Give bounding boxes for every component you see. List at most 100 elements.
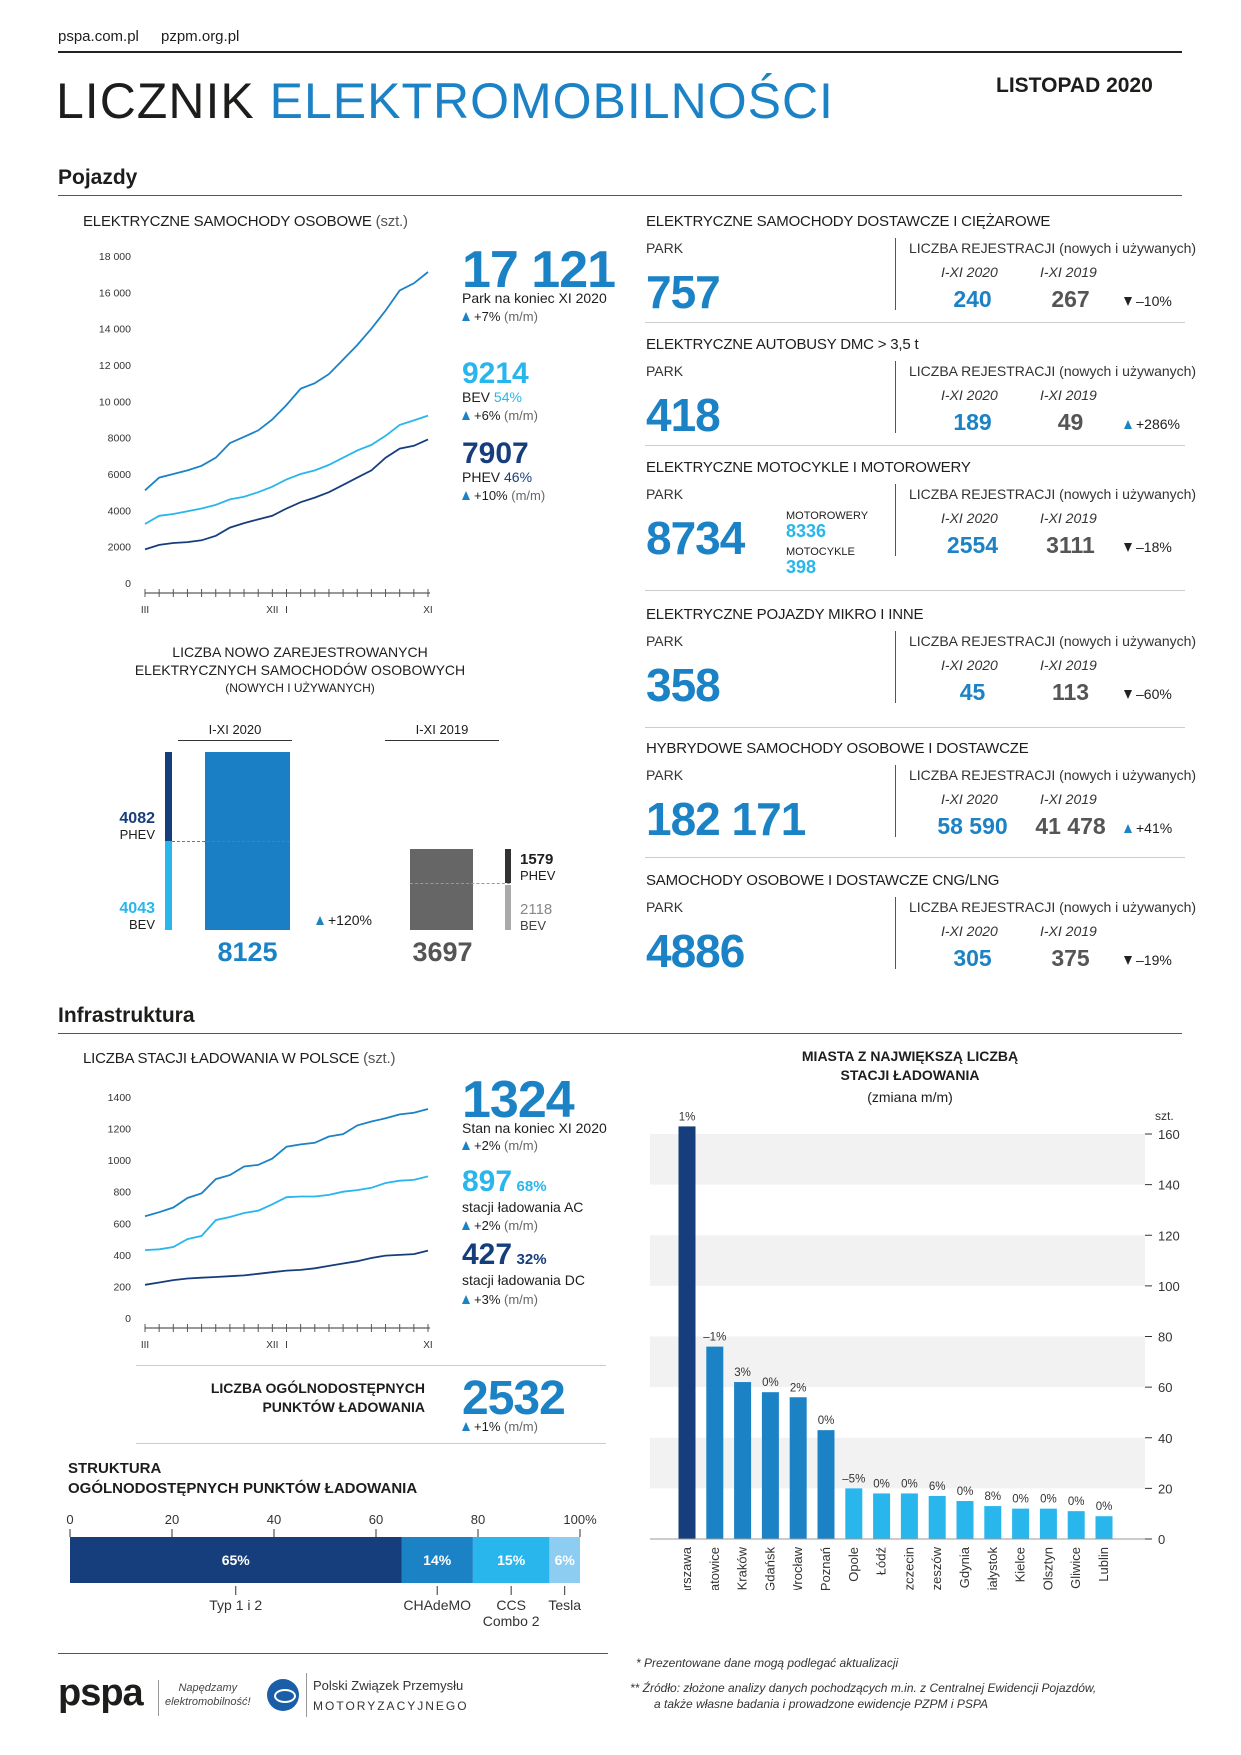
- reg-2019-value: 3111: [1046, 532, 1095, 558]
- down-arrow-icon: [1124, 956, 1132, 965]
- park-value: 4886: [646, 925, 745, 977]
- footnote-1: * Prezentowane dane mogą podlegać aktual…: [636, 1656, 899, 1670]
- reg-label: LICZBA REJESTRACJI (nowych i używanych): [909, 767, 1196, 783]
- points-divider-bottom: [136, 1443, 606, 1444]
- y-tick-label: 0: [125, 578, 131, 590]
- y-tick-label: 800: [113, 1187, 131, 1199]
- city-bar: [1039, 1508, 1057, 1539]
- city-label: Gliwice: [1068, 1547, 1083, 1589]
- x-tick-label: 100%: [563, 1512, 597, 1527]
- phev-2019-label: PHEV: [520, 868, 556, 883]
- band: [650, 1235, 1145, 1286]
- bev-2020-value: 4043: [119, 900, 155, 917]
- structure-bar-chart: 0 20 40 60 80 100% 65% 14% 15% 6% Typ 1 i 2 CHAdeMO…: [66, 1512, 597, 1629]
- city-label: Kraków: [735, 1546, 750, 1590]
- structure-segment: [401, 1537, 473, 1583]
- stations-total: 1324: [462, 1071, 575, 1129]
- points-divider-top: [136, 1365, 606, 1366]
- row-vline: [895, 484, 896, 556]
- stations-line-chart: 0200400600800100012001400IIIXIIIXI201920…: [108, 1092, 433, 1350]
- x-tick-label: XI: [423, 605, 432, 616]
- y-tick-label: 14 000: [99, 324, 131, 336]
- x-tick-label: XII: [266, 1340, 278, 1350]
- cars-total-change: +7% (m/m): [462, 309, 538, 324]
- section-infra: Infrastruktura: [58, 1004, 195, 1027]
- band: [650, 1134, 1145, 1185]
- phev-2019-value: 1579: [520, 851, 554, 868]
- section-vehicles: Pojazdy: [58, 166, 138, 189]
- sub2-value: 398: [786, 557, 817, 577]
- sub1-label: MOTOROWERY: [786, 510, 869, 522]
- bev-change: +6%: [474, 408, 501, 423]
- segment-label: 6%: [555, 1552, 576, 1568]
- cities-title-line2: STACJI ŁADOWANIA: [840, 1067, 980, 1083]
- city-bar: [900, 1493, 918, 1539]
- phev-label: PHEV: [462, 469, 501, 485]
- reg-2019-value: 41 478: [1035, 813, 1106, 839]
- park-label: PARK: [646, 899, 684, 915]
- row-divider: [645, 322, 1185, 323]
- cities-bar-chart: 0 20 40 60 80 100 120 140 160 szt. 1% Warszawa –1% Ka…: [650, 1109, 1180, 1590]
- mm-label: (m/m): [504, 1292, 538, 1307]
- period-2020: I-XI 2020: [941, 264, 998, 280]
- y-tick-label: 16 000: [99, 287, 131, 299]
- city-label: Łódź: [874, 1547, 889, 1575]
- points-title-line2: PUNKTÓW ŁADOWANIA: [262, 1399, 425, 1415]
- registrations-title-line2: ELEKTRYCZNYCH SAMOCHODÓW OSOBOWYCH: [134, 662, 466, 678]
- city-bar: [1095, 1516, 1113, 1539]
- stations-ac: 897 68%: [462, 1165, 547, 1199]
- up-arrow-icon: [462, 411, 470, 420]
- ac-share: 68%: [516, 1178, 547, 1195]
- structure-title: STRUKTURA OGÓLNODOSTĘPNYCH PUNKTÓW ŁADOW…: [68, 1459, 417, 1499]
- row-title: ELEKTRYCZNE AUTOBUSY DMC > 3,5 t: [646, 336, 919, 353]
- reg-change-value: –60%: [1136, 686, 1172, 702]
- cars-total-change-value: +7%: [474, 309, 501, 324]
- row-title-text: ELEKTRYCZNE MOTOCYKLE I MOTOROWERY: [646, 459, 971, 476]
- phev-2020-value: 4082: [119, 810, 155, 827]
- reg-change-value: –19%: [1136, 952, 1172, 968]
- stations-total-label: Stan na koniec XI 2020: [462, 1120, 607, 1136]
- period-2019-label: I-XI 2019: [415, 722, 469, 737]
- y-tick-label: 400: [113, 1250, 131, 1262]
- y-tick-label: 6000: [108, 469, 132, 481]
- footnote-2: ** Źródło: złożone analizy danych pochod…: [630, 1681, 1097, 1695]
- segment-label: 65%: [222, 1552, 251, 1568]
- y-tick-label: 200: [113, 1281, 131, 1293]
- park-value: 8734: [646, 512, 745, 564]
- points-title: LICZBA OGÓLNODOSTĘPNYCH PUNKTÓW ŁADOWANI…: [150, 1379, 425, 1417]
- up-arrow-icon: [462, 1422, 470, 1431]
- category-label: Combo 2: [483, 1613, 540, 1629]
- link-pspa[interactable]: pspa.com.pl: [58, 28, 139, 45]
- period-2019: I-XI 2019: [1040, 791, 1097, 807]
- y-tick-label: 100: [1158, 1279, 1180, 1294]
- reg-2019-value: 375: [1051, 945, 1090, 971]
- cars-total: 17 121: [462, 241, 616, 299]
- logo-divider: [158, 1680, 159, 1716]
- cities-title-line1: MIASTA Z NAJWIĘKSZĄ LICZBĄ: [801, 1048, 1019, 1064]
- period-2020: I-XI 2020: [941, 657, 998, 673]
- cars-line-chart: 0 2000 4000 6000 8000 10 000 12 000 14 000 16 00…: [99, 251, 433, 616]
- bar-label: 3%: [734, 1367, 751, 1379]
- bar-label: 0%: [1012, 1494, 1029, 1506]
- x-tick-label: 0: [66, 1512, 73, 1527]
- series-line: [144, 1175, 429, 1251]
- period-2019: I-XI 2019: [1040, 264, 1097, 280]
- city-label: Gdańsk: [762, 1547, 777, 1590]
- bar-split-2019: [410, 883, 510, 884]
- period-2019-line: [385, 740, 499, 741]
- cars-bev-change: +6% (m/m): [462, 408, 538, 423]
- points-title-line1: LICZBA OGÓLNODOSTĘPNYCH: [210, 1380, 425, 1396]
- cities-title: MIASTA Z NAJWIĘKSZĄ LICZBĄ STACJI ŁADOWA…: [760, 1047, 1060, 1107]
- reg-label: LICZBA REJESTRACJI (nowych i używanych): [909, 486, 1196, 502]
- row-title-text: ELEKTRYCZNE AUTOBUSY: [646, 336, 837, 353]
- city-label: Wrocław: [790, 1546, 805, 1590]
- total-2019: 3697: [412, 937, 473, 967]
- x-tick-label: I: [285, 1340, 288, 1350]
- city-bar: [734, 1382, 752, 1539]
- footnote-3: a także własne badania i prowadzone ewid…: [654, 1697, 988, 1711]
- x-tick-label: III: [141, 605, 149, 616]
- city-label: Olsztyn: [1040, 1547, 1055, 1590]
- y-tick-label: 18 000: [99, 251, 131, 263]
- city-label: Gdynia: [957, 1546, 972, 1588]
- link-pzpm[interactable]: pzpm.org.pl: [161, 28, 240, 45]
